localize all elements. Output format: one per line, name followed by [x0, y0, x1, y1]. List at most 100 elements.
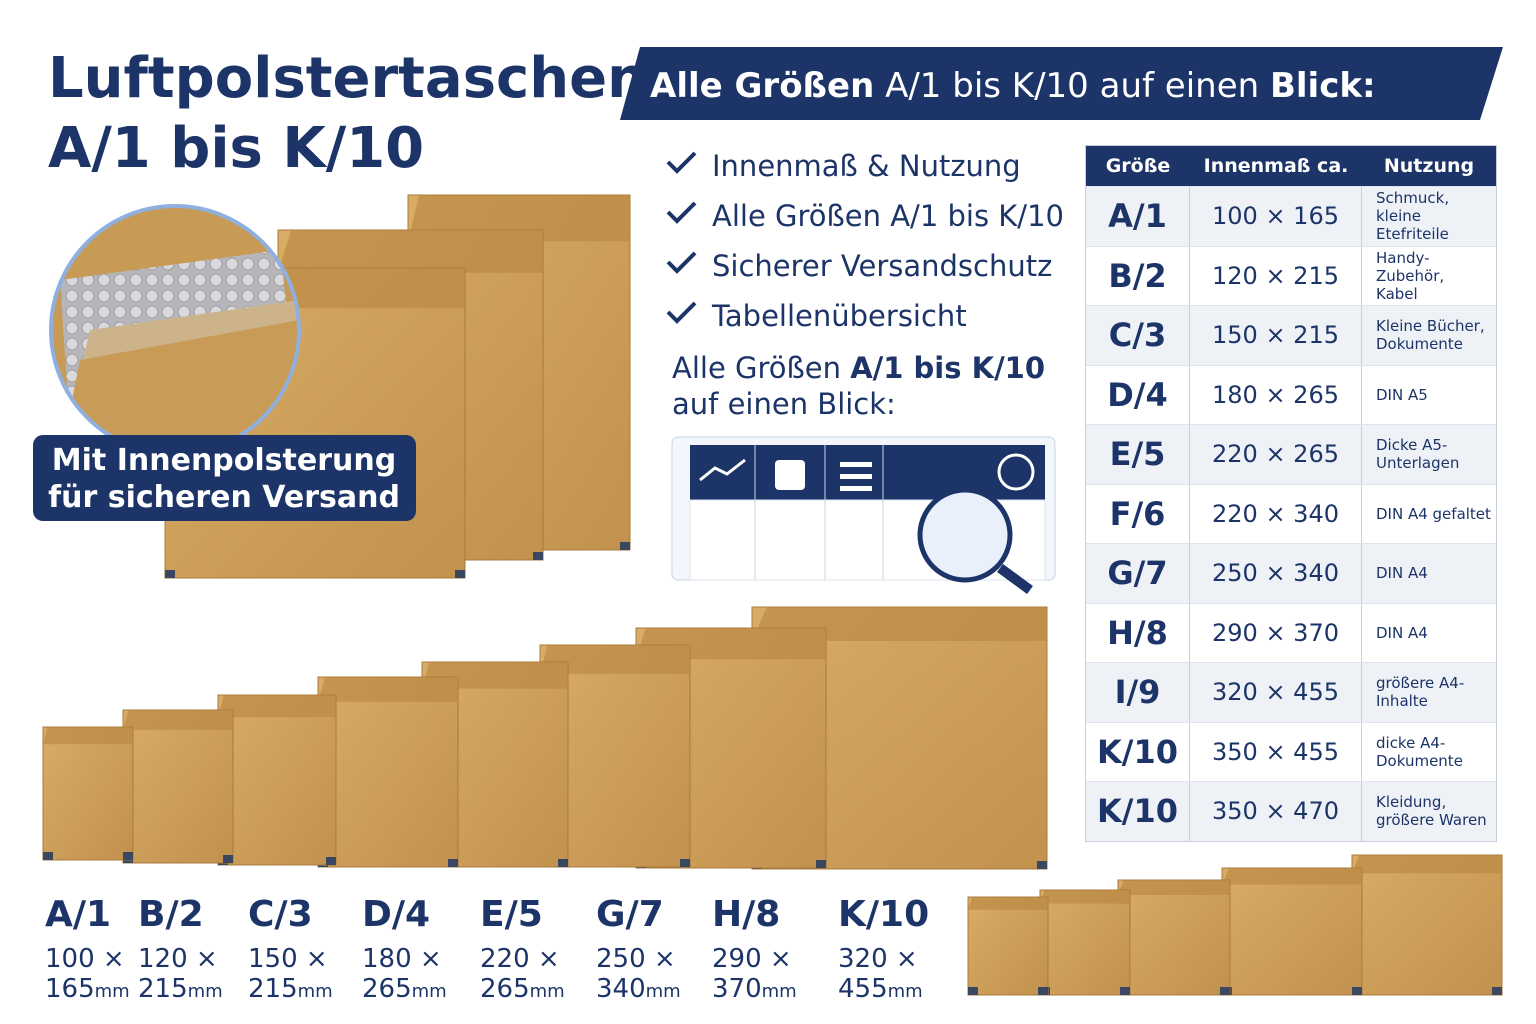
height-unit: mm [888, 981, 923, 1002]
envelope-flap [278, 230, 543, 273]
table-cell: G/7 [1086, 544, 1190, 603]
envelope-flap [318, 677, 458, 702]
table-cell: größere A4- Inhalte [1376, 674, 1465, 711]
size-width: 290 × [712, 944, 792, 974]
feature: Tabellenübersicht [711, 299, 967, 333]
envelope-flap [43, 727, 133, 745]
height-unit: mm [95, 981, 130, 1002]
table-cell: Kleidung, größere Waren [1376, 793, 1487, 830]
title: A/1 bis K/10 [48, 116, 424, 181]
table-cell: Kleine Bücher, Dokumente [1376, 317, 1485, 354]
envelope-flap [1352, 855, 1502, 874]
envelope-corner [680, 859, 690, 867]
size-label: C/3 [248, 894, 313, 935]
height-unit: mm [530, 981, 565, 1002]
table-cell: 220 × 340 [1190, 484, 1362, 543]
size-width: 180 × [362, 944, 442, 974]
table-row: D/4 180 × 265 DIN A5 [1086, 364, 1496, 424]
envelope-corner [1492, 987, 1502, 995]
height-value: 370 [712, 974, 762, 1004]
envelope-flap [540, 645, 690, 674]
table-cell: Dicke A5- Unterlagen [1376, 436, 1460, 473]
envelope-corner [620, 542, 630, 550]
summary: Alle Größen A/1 bis K/10 [672, 351, 1045, 385]
envelope-flap [1040, 890, 1130, 904]
height-value: 165 [45, 974, 95, 1004]
size-width: 150 × [248, 944, 328, 974]
envelope [122, 709, 234, 864]
table-cell: 320 × 455 [1190, 663, 1362, 722]
table-row: A/1 100 × 165 Schmuck, kleine Etefriteile [1086, 186, 1496, 246]
size-label: H/8 [712, 894, 780, 935]
table-cell: 100 × 165 [1190, 187, 1362, 246]
banner-text: Alle Größen A/1 bis K/10 auf einen Blick… [650, 66, 1376, 106]
envelope-corner [43, 852, 53, 860]
table-cell: 350 × 470 [1190, 782, 1362, 841]
table-cell: dicke A4- Dokumente [1376, 733, 1463, 770]
size-label: D/4 [362, 894, 430, 935]
envelope-flap [123, 710, 233, 730]
header-cell: Größe [1105, 155, 1171, 177]
header-cell: Innenmaß ca. [1203, 155, 1349, 177]
height-unit: mm [762, 981, 797, 1002]
table-cell: A/1 [1086, 187, 1190, 246]
table-row: I/9 320 × 455 größere A4- Inhalte [1086, 662, 1496, 722]
envelope-corner [816, 860, 826, 868]
table-cell: D/4 [1086, 365, 1190, 424]
table-cell: DIN A5 [1376, 385, 1428, 404]
table-cell: 290 × 370 [1190, 603, 1362, 662]
size-label: B/2 [138, 894, 204, 935]
envelope-corner [165, 570, 175, 578]
envelope-corner [123, 852, 133, 860]
feature: Innenmaß & Nutzung [712, 149, 1021, 183]
table-row: K/10 350 × 455 dicke A4- Dokumente [1086, 721, 1496, 781]
table-row: K/10 350 × 470 Kleidung, größere Waren [1086, 781, 1496, 841]
envelope [42, 726, 134, 861]
table-cell: 180 × 265 [1190, 365, 1362, 424]
table-cell: B/2 [1086, 246, 1190, 305]
banner [620, 47, 1503, 120]
table-header: Größe Innenmaß ca. Nutzung [1086, 146, 1496, 186]
size-label: A/1 [45, 894, 111, 935]
envelope-body [217, 694, 337, 866]
envelope-corner [533, 552, 543, 560]
height-value: 215 [248, 974, 298, 1004]
table-cell: C/3 [1086, 306, 1190, 365]
table-cell: 250 × 340 [1190, 544, 1362, 603]
size-label: K/10 [838, 894, 929, 935]
height-value: 265 [480, 974, 530, 1004]
size-width: 120 × [138, 944, 218, 974]
summary: auf einen Blick: [672, 387, 896, 421]
height-value: 265 [362, 974, 412, 1004]
table-cell: 150 × 215 [1190, 306, 1362, 365]
table-cell: K/10 [1086, 782, 1190, 841]
height-unit: mm [188, 981, 223, 1002]
size-height: 340mm [596, 974, 681, 1004]
inset [51, 206, 299, 454]
size-width: 220 × [480, 944, 560, 974]
feature: Sicherer Versandschutz [712, 249, 1052, 283]
table-cell: 220 × 265 [1190, 425, 1362, 484]
envelope-body [1039, 889, 1131, 996]
height-value: 340 [596, 974, 646, 1004]
size-width: 250 × [596, 944, 676, 974]
envelope [1039, 889, 1131, 996]
size-height: 215mm [138, 974, 223, 1004]
envelope-flap [968, 897, 1048, 910]
envelope-corner [223, 855, 233, 863]
table-cell: K/10 [1086, 722, 1190, 781]
badge [33, 435, 416, 521]
envelope-body [317, 676, 459, 868]
size-table: Größe Innenmaß ca. Nutzung A/1 100 × 165 Sch… [1085, 145, 1497, 842]
envelope-flap [1118, 880, 1230, 895]
envelope-flap [1222, 868, 1362, 885]
envelope-corner [1220, 987, 1230, 995]
header-cell: Nutzung [1383, 155, 1475, 177]
envelope [1117, 879, 1231, 996]
envelope-corner [448, 859, 458, 867]
table-cell: Schmuck, kleine Etefriteile [1376, 189, 1450, 244]
table-cell: E/5 [1086, 425, 1190, 484]
table-cell: H/8 [1086, 603, 1190, 662]
size-height: 265mm [362, 974, 447, 1004]
